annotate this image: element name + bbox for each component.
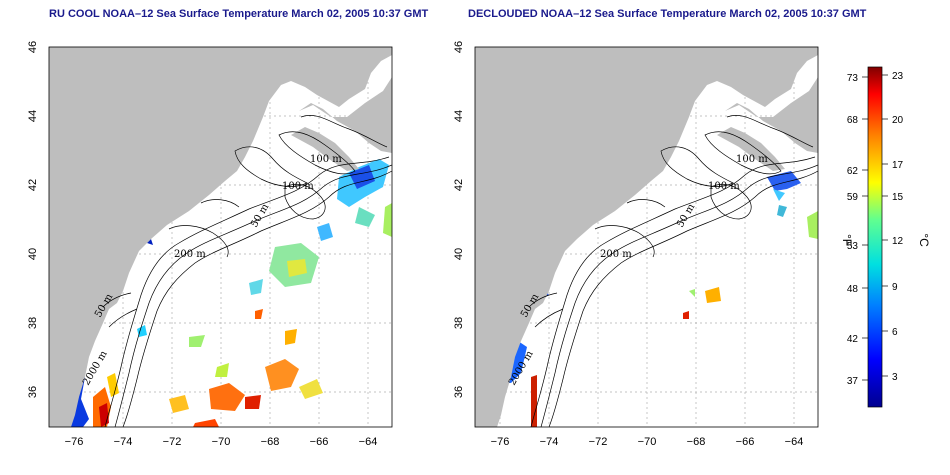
x-tick-label: −76	[65, 436, 84, 448]
colorbar-f-tick: 73	[847, 73, 859, 84]
y-tick-label: 44	[27, 110, 39, 122]
left-x-axis: −76 −74 −72 −70 −68 −66 −64	[65, 436, 378, 448]
colorbar-c-tick: 20	[892, 115, 904, 126]
colorbar-gradient	[868, 67, 882, 407]
x-tick-label: −66	[736, 436, 755, 448]
colorbar-f-tick: 62	[847, 166, 859, 177]
x-tick-label: −68	[687, 436, 706, 448]
colorbar-f-tick: 37	[847, 376, 859, 387]
x-tick-label: −72	[163, 436, 182, 448]
colorbar-f-tick: 42	[847, 334, 859, 345]
colorbar: 73 68 62 59 53 48 42 37 23 20 17 15 12 9…	[840, 67, 931, 407]
right-contour-label: 200 m	[600, 249, 632, 260]
y-tick-label: 42	[453, 179, 465, 191]
right-map-panel: 100 m 100 m 50 m 200 m 50 m 2000 m −76 −…	[453, 41, 818, 448]
y-tick-label: 46	[453, 41, 465, 53]
x-tick-label: −70	[638, 436, 657, 448]
colorbar-f-tick: 68	[847, 115, 859, 126]
colorbar-c-tick: 3	[892, 372, 898, 383]
colorbar-fahrenheit-unit: °F	[840, 234, 854, 246]
colorbar-c-tick: 23	[892, 71, 904, 82]
x-tick-label: −64	[359, 436, 378, 448]
left-contour-label: 200 m	[174, 249, 206, 260]
y-tick-label: 38	[27, 317, 39, 329]
colorbar-f-tick: 48	[847, 284, 859, 295]
left-contour-label: 100 m	[310, 154, 342, 165]
y-tick-label: 42	[27, 179, 39, 191]
x-tick-label: −64	[785, 436, 804, 448]
x-tick-label: −66	[310, 436, 329, 448]
left-map-panel: 100 m 100 m 50 m 200 m 50 m 2000 m −76 −…	[27, 41, 392, 448]
colorbar-c-tick: 6	[892, 327, 898, 338]
y-tick-label: 36	[453, 386, 465, 398]
y-tick-label: 40	[453, 248, 465, 260]
colorbar-c-tick: 9	[892, 282, 898, 293]
x-tick-label: −68	[261, 436, 280, 448]
colorbar-celsius-unit: °C	[917, 233, 931, 247]
colorbar-c-tick: 17	[892, 160, 904, 171]
colorbar-c-tick: 12	[892, 236, 904, 247]
right-y-axis: 36 38 40 42 44 46	[453, 41, 465, 398]
y-tick-label: 44	[453, 110, 465, 122]
right-contour-label: 100 m	[708, 181, 740, 192]
x-tick-label: −70	[212, 436, 231, 448]
left-contour-label: 100 m	[282, 181, 314, 192]
colorbar-f-tick: 59	[847, 192, 859, 203]
y-tick-label: 38	[453, 317, 465, 329]
y-tick-label: 46	[27, 41, 39, 53]
right-contour-label: 100 m	[736, 154, 768, 165]
right-x-axis: −76 −74 −72 −70 −68 −66 −64	[491, 436, 804, 448]
left-y-axis: 36 38 40 42 44 46	[27, 41, 39, 398]
x-tick-label: −74	[114, 436, 133, 448]
colorbar-c-tick: 15	[892, 192, 904, 203]
y-tick-label: 40	[27, 248, 39, 260]
x-tick-label: −76	[491, 436, 510, 448]
x-tick-label: −72	[589, 436, 608, 448]
y-tick-label: 36	[27, 386, 39, 398]
x-tick-label: −74	[540, 436, 559, 448]
figure-canvas: 100 m 100 m 50 m 200 m 50 m 2000 m −76 −…	[0, 0, 950, 475]
